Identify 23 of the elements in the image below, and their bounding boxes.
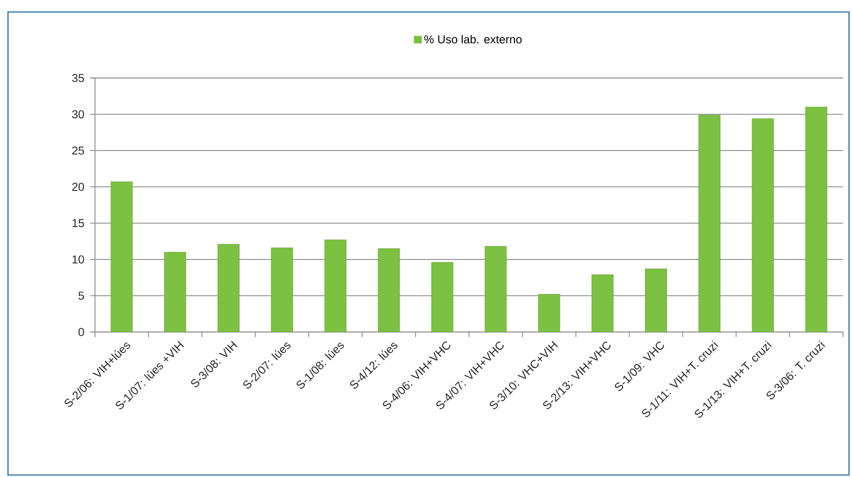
bar [645, 268, 667, 332]
y-tick-label: 20 [72, 182, 84, 191]
bar [431, 262, 454, 332]
bar [538, 294, 560, 332]
y-tick-label: 35 [72, 74, 84, 82]
y-tick-label: 15 [72, 219, 84, 228]
y-tick-label: 25 [72, 146, 84, 155]
bar [592, 274, 614, 332]
bar [324, 240, 346, 332]
legend-label: % Uso lab. externo [424, 34, 522, 44]
bar [698, 114, 720, 332]
bar [752, 118, 774, 332]
y-tick-label: 5 [78, 292, 84, 300]
bar [218, 244, 240, 332]
bar [805, 106, 828, 332]
bar [110, 182, 133, 332]
y-tick-label: 10 [72, 255, 84, 264]
y-tick-label: 30 [72, 110, 84, 118]
bar [271, 248, 293, 332]
bar [484, 246, 507, 332]
bar [378, 248, 400, 332]
y-tick-label: 0 [78, 328, 84, 336]
bar [164, 252, 186, 332]
